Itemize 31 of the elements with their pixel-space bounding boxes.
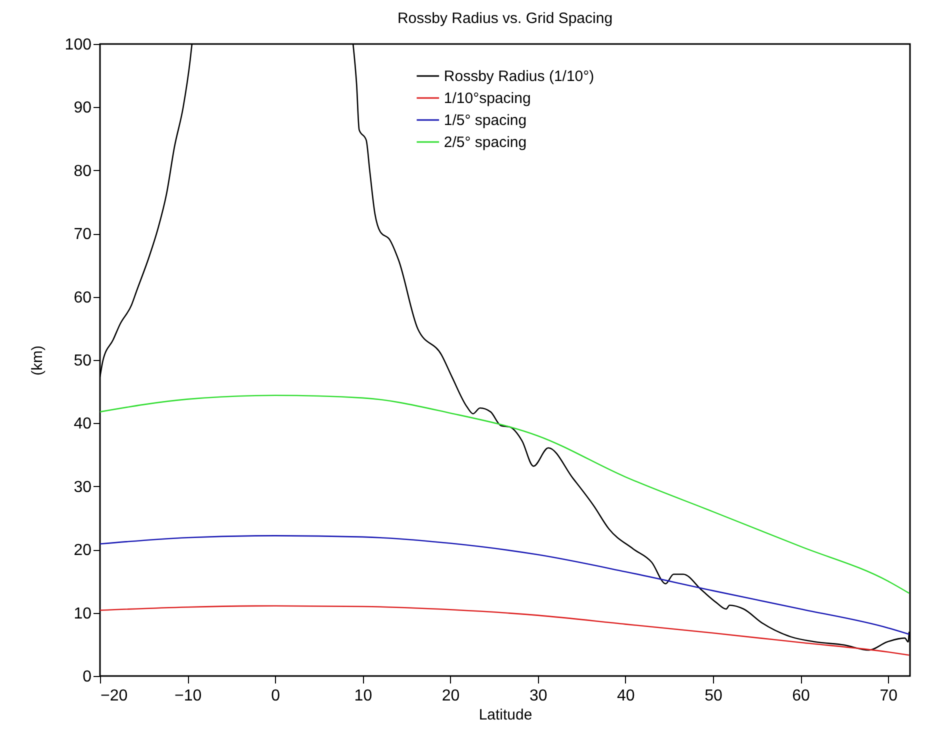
x-tick-label: 60 <box>792 688 810 704</box>
line-series <box>100 535 910 635</box>
legend-label: Rossby Radius (1/10°) <box>444 68 594 85</box>
y-tick-label: 70 <box>74 226 92 244</box>
x-tick-label: 20 <box>442 688 460 704</box>
chart-title: Rossby Radius vs. Grid Spacing <box>397 10 613 27</box>
y-axis-title: (km) <box>28 346 46 376</box>
y-tick-label: 50 <box>74 352 92 370</box>
line-series <box>100 605 910 656</box>
y-tick-label: 20 <box>74 542 92 560</box>
x-tick-label: 40 <box>617 688 635 704</box>
x-tick-label: −20 <box>100 688 128 704</box>
y-tick-label: 60 <box>74 289 92 306</box>
x-tick-label: −10 <box>174 688 202 704</box>
legend-label: 1/5° spacing <box>444 112 527 129</box>
y-tick-label: 40 <box>74 416 92 433</box>
y-tick-label: 80 <box>74 162 92 180</box>
legend-label: 1/10°spacing <box>444 90 531 107</box>
legend-label: 2/5° spacing <box>444 134 527 151</box>
y-tick-label: 0 <box>82 668 92 686</box>
x-tick-label: 0 <box>271 688 280 704</box>
y-tick-label: 30 <box>74 478 92 496</box>
y-tick-label: 100 <box>64 36 92 54</box>
x-tick-label: 30 <box>529 688 548 704</box>
y-tick-label: 10 <box>74 605 92 622</box>
x-tick-label: 70 <box>880 688 898 704</box>
y-tick-label: 90 <box>74 100 92 117</box>
x-tick-label: 50 <box>704 688 722 704</box>
x-tick-label: 10 <box>354 688 372 704</box>
x-axis-title: Latitude <box>478 706 532 724</box>
line-series <box>100 394 910 594</box>
